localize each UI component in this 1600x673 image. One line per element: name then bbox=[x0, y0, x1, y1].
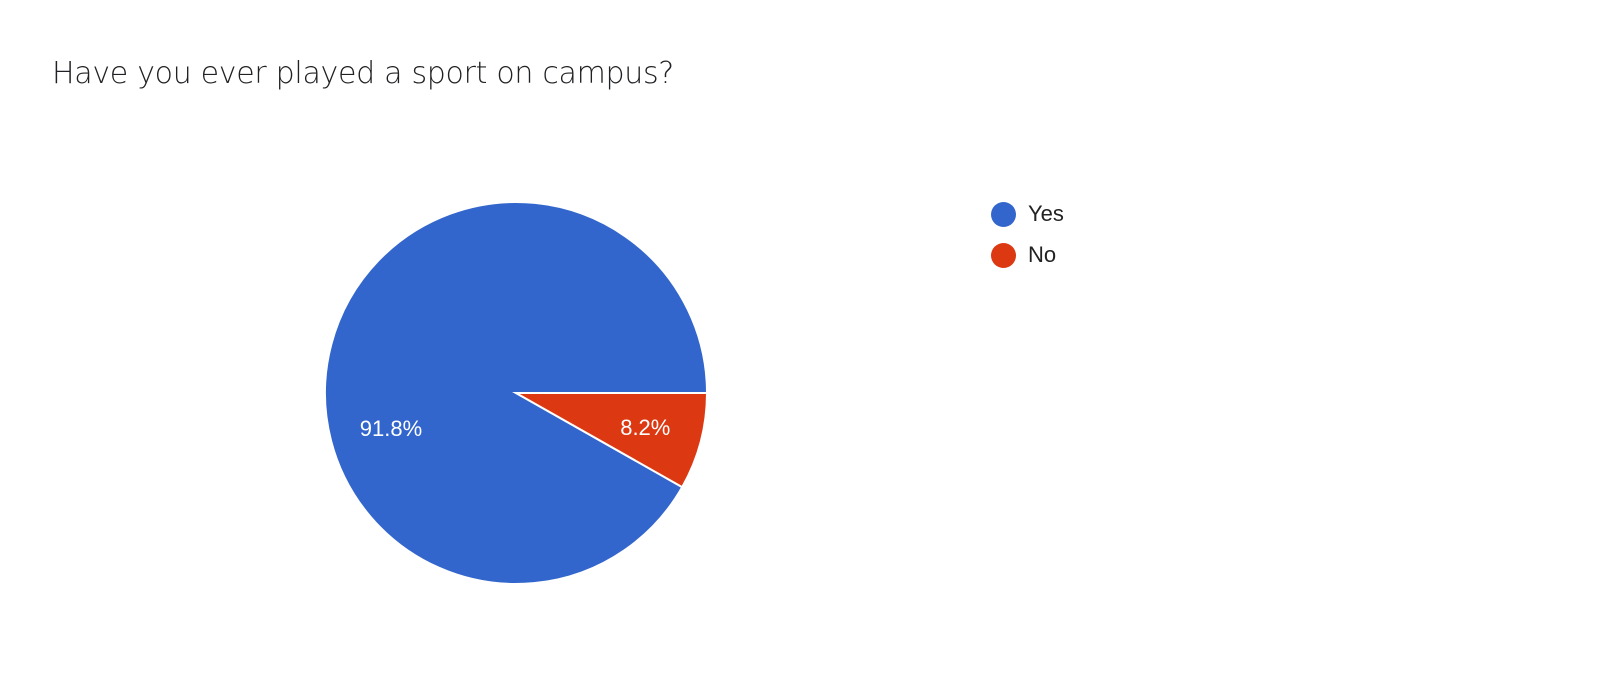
pie-slice-no[interactable] bbox=[512, 392, 709, 489]
chart-title: Have you ever played a sport on campus? bbox=[52, 56, 674, 91]
data-label-yes: 91.8% bbox=[360, 416, 422, 441]
legend-item-no[interactable]: No bbox=[991, 242, 1056, 268]
legend-item-yes[interactable]: Yes bbox=[991, 201, 1064, 227]
legend-marker-yes-icon bbox=[991, 201, 1016, 227]
legend-label-yes: Yes bbox=[1028, 201, 1064, 226]
legend-marker-no-icon bbox=[991, 242, 1016, 268]
data-label-no: 8.2% bbox=[620, 415, 670, 440]
legend-label-no: No bbox=[1028, 242, 1057, 267]
